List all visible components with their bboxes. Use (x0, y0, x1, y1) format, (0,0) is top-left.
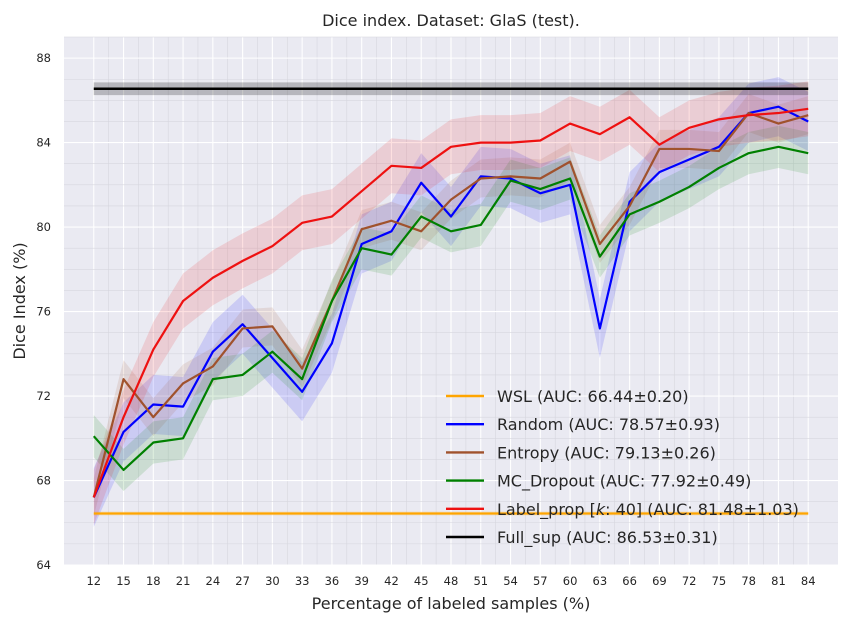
series-line (92, 107, 809, 498)
x-tick-label: 24 (206, 574, 221, 588)
x-tick-label: 78 (741, 574, 756, 588)
x-tick-label: 60 (563, 574, 578, 588)
series-line (92, 105, 809, 498)
x-tick-label: 39 (354, 574, 369, 588)
x-tick-label: 48 (444, 574, 459, 588)
x-tick-label: 57 (533, 574, 548, 588)
x-tick-label: 18 (146, 574, 161, 588)
x-tick-label: 63 (593, 574, 608, 588)
chart-title: Dice index. Dataset: GlaS (test). (322, 11, 580, 30)
series-lines (92, 87, 809, 515)
y-tick-label: 76 (36, 305, 51, 319)
y-tick-label: 68 (36, 474, 51, 488)
series-line (92, 111, 809, 498)
y-axis-label: Dice Index (%) (10, 242, 29, 359)
grid (64, 36, 838, 566)
x-tick-label: 51 (473, 574, 488, 588)
legend-label: Random (AUC: 78.57±0.93) (497, 415, 720, 434)
x-tick-label: 15 (116, 574, 131, 588)
series-band (93, 125, 809, 492)
y-tick-label: 84 (36, 136, 51, 150)
legend-label: Entropy (AUC: 79.13±0.26) (497, 443, 716, 462)
y-tick-labels: 64 68 72 76 80 84 88 (36, 51, 51, 572)
x-tick-label: 12 (86, 574, 101, 588)
legend-label: Full_sup (AUC: 86.53±0.31) (497, 528, 718, 548)
x-tick-label: 75 (712, 574, 727, 588)
y-tick-label: 64 (36, 558, 51, 572)
x-tick-label: 36 (325, 574, 340, 588)
x-tick-label: 33 (295, 574, 310, 588)
legend-label: Label_prop [k: 40] (AUC: 81.48±1.03) (497, 500, 799, 520)
y-tick-label: 80 (36, 220, 51, 234)
legend: WSL (AUC: 66.44±0.20) Random (AUC: 78.57±… (446, 387, 799, 548)
x-tick-label: 72 (682, 574, 697, 588)
x-tick-labels: 12 15 18 21 24 27 30 33 36 39 42 45 48 51 54 57 60 63 66 69… (86, 574, 815, 588)
x-tick-label: 21 (176, 574, 191, 588)
x-tick-label: 84 (801, 574, 816, 588)
series-line (92, 145, 809, 472)
x-tick-label: 54 (503, 574, 518, 588)
x-tick-label: 69 (652, 574, 667, 588)
x-tick-label: 30 (265, 574, 280, 588)
y-tick-label: 72 (36, 389, 51, 403)
y-tick-label: 88 (36, 51, 51, 65)
x-tick-label: 66 (622, 574, 637, 588)
series-band (93, 77, 809, 527)
x-tick-label: 45 (414, 574, 429, 588)
legend-label: MC_Dropout (AUC: 77.92±0.49) (497, 472, 751, 492)
x-tick-label: 81 (771, 574, 786, 588)
x-tick-label: 27 (235, 574, 250, 588)
legend-label: WSL (AUC: 66.44±0.20) (497, 387, 689, 406)
x-axis-label: Percentage of labeled samples (%) (312, 594, 591, 613)
series-band (93, 94, 809, 517)
x-tick-label: 42 (384, 574, 399, 588)
